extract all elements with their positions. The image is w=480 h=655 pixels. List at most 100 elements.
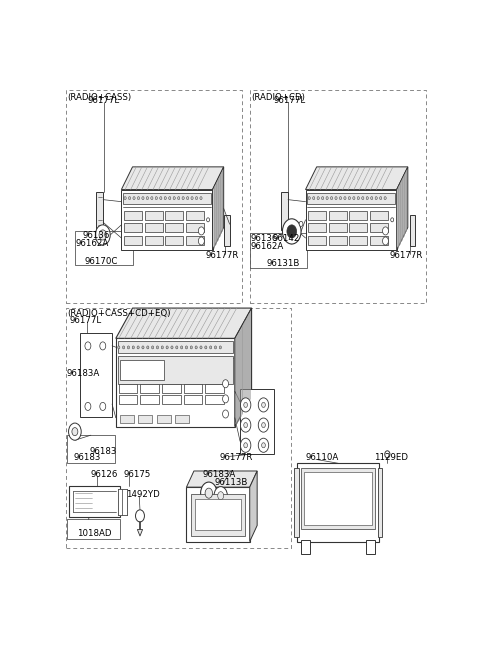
Bar <box>116 339 235 426</box>
Circle shape <box>176 346 178 349</box>
Circle shape <box>195 196 198 200</box>
Text: 96183A: 96183A <box>202 470 235 479</box>
Bar <box>370 223 388 233</box>
Circle shape <box>69 423 81 440</box>
Bar <box>366 540 375 554</box>
Text: 96183: 96183 <box>89 447 116 457</box>
Text: 96177L: 96177L <box>88 96 120 105</box>
Polygon shape <box>121 167 224 189</box>
Bar <box>118 489 127 515</box>
Circle shape <box>210 346 212 349</box>
Bar <box>195 498 241 531</box>
Circle shape <box>366 196 368 200</box>
Bar <box>119 395 137 404</box>
Text: 1492YD: 1492YD <box>126 490 160 499</box>
Bar <box>329 211 347 220</box>
Text: 96113B: 96113B <box>215 477 248 487</box>
Circle shape <box>99 230 107 240</box>
Circle shape <box>380 196 382 200</box>
Circle shape <box>317 196 319 200</box>
Bar <box>96 192 103 230</box>
Bar <box>119 384 137 393</box>
Bar <box>307 193 395 204</box>
Text: 96183: 96183 <box>73 453 100 462</box>
Text: 96177L: 96177L <box>274 96 306 105</box>
Circle shape <box>339 196 342 200</box>
Bar <box>186 487 250 542</box>
Bar <box>349 223 367 233</box>
Circle shape <box>137 346 139 349</box>
Circle shape <box>287 225 297 238</box>
Bar <box>165 211 183 220</box>
Circle shape <box>133 196 135 200</box>
Bar <box>120 415 133 422</box>
Circle shape <box>201 482 217 504</box>
Circle shape <box>391 218 394 222</box>
Circle shape <box>223 410 228 418</box>
Polygon shape <box>396 167 408 250</box>
Text: 1129ED: 1129ED <box>374 453 408 462</box>
Text: 96175: 96175 <box>123 470 151 479</box>
Circle shape <box>178 196 180 200</box>
Bar <box>205 395 224 404</box>
Circle shape <box>262 443 265 448</box>
Text: 96136: 96136 <box>251 234 278 243</box>
Bar <box>124 211 142 220</box>
Polygon shape <box>250 471 257 542</box>
Polygon shape <box>235 308 252 426</box>
Bar <box>304 472 372 525</box>
Polygon shape <box>116 308 252 339</box>
Bar <box>281 192 288 230</box>
Circle shape <box>152 346 154 349</box>
Bar <box>175 415 190 422</box>
Bar <box>186 236 204 245</box>
Bar <box>205 384 224 393</box>
Text: 96136: 96136 <box>83 231 110 240</box>
Bar <box>301 468 375 529</box>
Polygon shape <box>305 167 408 189</box>
Circle shape <box>195 346 197 349</box>
Circle shape <box>171 346 173 349</box>
Circle shape <box>258 418 269 432</box>
Circle shape <box>262 402 265 407</box>
Circle shape <box>385 451 390 458</box>
Circle shape <box>161 346 163 349</box>
Circle shape <box>240 398 251 412</box>
Bar <box>225 215 229 246</box>
Circle shape <box>96 225 110 245</box>
Circle shape <box>100 402 106 411</box>
Polygon shape <box>213 167 224 250</box>
Circle shape <box>244 402 248 407</box>
Text: 96110A: 96110A <box>305 453 339 462</box>
Circle shape <box>282 219 301 244</box>
Bar <box>165 223 183 233</box>
Circle shape <box>164 196 167 200</box>
Circle shape <box>147 346 149 349</box>
Circle shape <box>127 346 130 349</box>
Circle shape <box>166 346 168 349</box>
Circle shape <box>198 237 204 245</box>
Bar <box>410 215 415 246</box>
Bar <box>162 384 180 393</box>
Circle shape <box>258 398 269 412</box>
Bar <box>309 223 326 233</box>
Circle shape <box>200 346 202 349</box>
Bar <box>370 211 388 220</box>
Circle shape <box>322 196 324 200</box>
Circle shape <box>135 510 144 522</box>
Bar <box>186 211 204 220</box>
Circle shape <box>151 196 153 200</box>
Circle shape <box>223 395 228 403</box>
Bar <box>349 236 367 245</box>
Text: 96170C: 96170C <box>84 257 118 266</box>
Polygon shape <box>186 471 257 487</box>
Circle shape <box>218 492 224 500</box>
Circle shape <box>240 418 251 432</box>
Circle shape <box>215 346 216 349</box>
Circle shape <box>72 428 78 436</box>
Circle shape <box>190 346 192 349</box>
Circle shape <box>258 438 269 453</box>
Circle shape <box>191 196 193 200</box>
Circle shape <box>142 346 144 349</box>
Bar <box>329 223 347 233</box>
